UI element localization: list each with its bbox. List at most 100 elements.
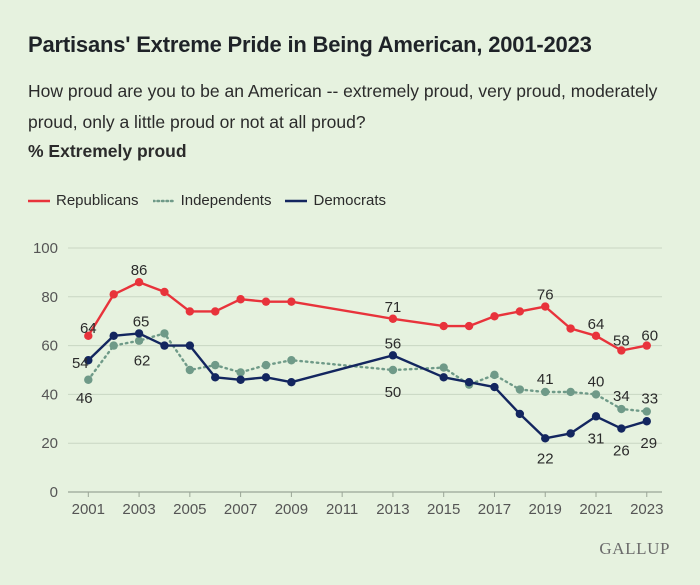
data-point-independents xyxy=(185,365,195,375)
legend-swatch-democrats xyxy=(285,199,308,202)
data-point-independents xyxy=(388,365,398,375)
data-point-democrats xyxy=(287,378,296,387)
legend-item-republicans: Republicans xyxy=(28,192,139,209)
data-point-democrats xyxy=(617,424,626,433)
data-point-democrats xyxy=(261,373,271,382)
legend-label: Democrats xyxy=(313,192,387,209)
data-point-independents xyxy=(287,356,296,365)
x-tick-label: 2019 xyxy=(529,501,562,518)
data-point-democrats xyxy=(185,341,195,350)
data-point-democrats xyxy=(439,373,448,382)
data-point-republicans xyxy=(617,346,626,355)
data-label-republicans: 71 xyxy=(385,299,402,316)
series-line-republicans xyxy=(87,281,648,352)
gallup-logo: GALLUP xyxy=(599,539,670,558)
data-point-independents xyxy=(211,360,220,370)
legend: Republicans Independents Democrats xyxy=(28,192,400,209)
data-point-republicans xyxy=(439,321,448,331)
data-label-republicans: 76 xyxy=(537,287,554,304)
data-point-republicans xyxy=(287,297,296,306)
series-line-democrats xyxy=(87,332,648,440)
data-point-republicans xyxy=(185,307,195,316)
data-label-independents: 41 xyxy=(537,371,554,388)
data-point-republicans xyxy=(566,324,575,333)
legend-item-democrats: Democrats xyxy=(285,192,386,209)
legend-label: Republicans xyxy=(56,192,139,209)
data-point-republicans xyxy=(109,290,118,299)
legend-swatch-independents xyxy=(152,199,175,202)
data-point-democrats xyxy=(464,378,474,387)
data-point-independents xyxy=(160,329,169,338)
data-label-independents: 50 xyxy=(385,384,402,401)
data-point-independents xyxy=(439,363,448,372)
data-label-republicans: 64 xyxy=(588,316,605,333)
data-point-democrats xyxy=(109,331,118,341)
data-point-independents xyxy=(566,387,575,397)
data-point-democrats xyxy=(591,412,601,421)
y-tick-label: 60 xyxy=(41,338,58,355)
data-point-republicans xyxy=(261,297,271,306)
data-label-republicans: 64 xyxy=(80,320,97,337)
legend-swatch-republicans xyxy=(28,199,50,202)
measure-label: % Extremely proud xyxy=(28,141,187,161)
data-label-democrats: 56 xyxy=(385,335,402,352)
data-point-republicans xyxy=(134,277,144,287)
data-point-republicans xyxy=(591,331,601,341)
data-point-republicans xyxy=(515,307,525,316)
data-point-republicans xyxy=(84,331,93,341)
x-tick-label: 2017 xyxy=(478,501,511,518)
data-point-independents xyxy=(515,385,525,394)
data-point-republicans xyxy=(236,295,245,304)
x-tick-label: 2007 xyxy=(224,501,257,518)
data-label-democrats: 31 xyxy=(588,430,605,447)
data-point-republicans xyxy=(160,287,169,297)
data-point-democrats xyxy=(515,409,525,419)
x-tick-label: 2001 xyxy=(72,501,105,518)
y-tick-label: 20 xyxy=(41,435,58,452)
y-tick-label: 80 xyxy=(41,289,58,306)
y-tick-label: 0 xyxy=(50,484,58,501)
data-label-democrats: 65 xyxy=(133,313,150,330)
data-point-democrats xyxy=(541,434,550,443)
data-point-democrats xyxy=(84,356,93,365)
x-tick-label: 2005 xyxy=(173,501,206,518)
data-label-republicans: 60 xyxy=(641,328,658,345)
data-label-independents: 34 xyxy=(613,388,630,405)
data-point-democrats xyxy=(566,429,575,438)
x-tick-label: 2011 xyxy=(326,501,358,518)
data-point-democrats xyxy=(388,351,398,360)
chart-title: Partisans' Extreme Pride in Being Americ… xyxy=(28,32,592,57)
y-tick-label: 40 xyxy=(41,386,58,403)
data-label-independents: 46 xyxy=(76,390,93,407)
data-label-republicans: 86 xyxy=(131,262,148,279)
chart-subtitle: How proud are you to be an American -- e… xyxy=(28,81,658,132)
data-point-democrats xyxy=(642,417,651,426)
data-point-independents xyxy=(591,390,601,399)
data-point-republicans xyxy=(490,312,499,321)
data-point-independents xyxy=(84,375,93,384)
data-label-republicans: 58 xyxy=(613,332,630,349)
x-tick-label: 2003 xyxy=(122,501,155,518)
data-label-democrats: 54 xyxy=(72,355,89,372)
data-point-democrats xyxy=(490,382,499,392)
data-point-independents xyxy=(642,407,651,416)
data-point-republicans xyxy=(541,302,550,311)
data-point-independents xyxy=(236,368,245,377)
data-label-democrats: 26 xyxy=(613,443,630,460)
legend-label: Independents xyxy=(180,192,272,209)
x-tick-label: 2009 xyxy=(275,501,308,518)
x-tick-label: 2023 xyxy=(630,501,663,518)
data-point-democrats xyxy=(160,341,169,350)
data-point-democrats xyxy=(236,375,245,384)
x-tick-label: 2021 xyxy=(579,501,612,518)
data-label-independents: 33 xyxy=(641,390,658,407)
data-point-democrats xyxy=(211,373,220,382)
x-tick-label: 2013 xyxy=(376,501,409,518)
data-point-independents xyxy=(134,336,144,345)
data-point-republicans xyxy=(388,314,398,323)
data-label-democrats: 29 xyxy=(640,435,657,452)
data-point-independents xyxy=(617,404,626,414)
y-tick-label: 100 xyxy=(33,240,58,257)
x-tick-label: 2015 xyxy=(427,501,460,518)
